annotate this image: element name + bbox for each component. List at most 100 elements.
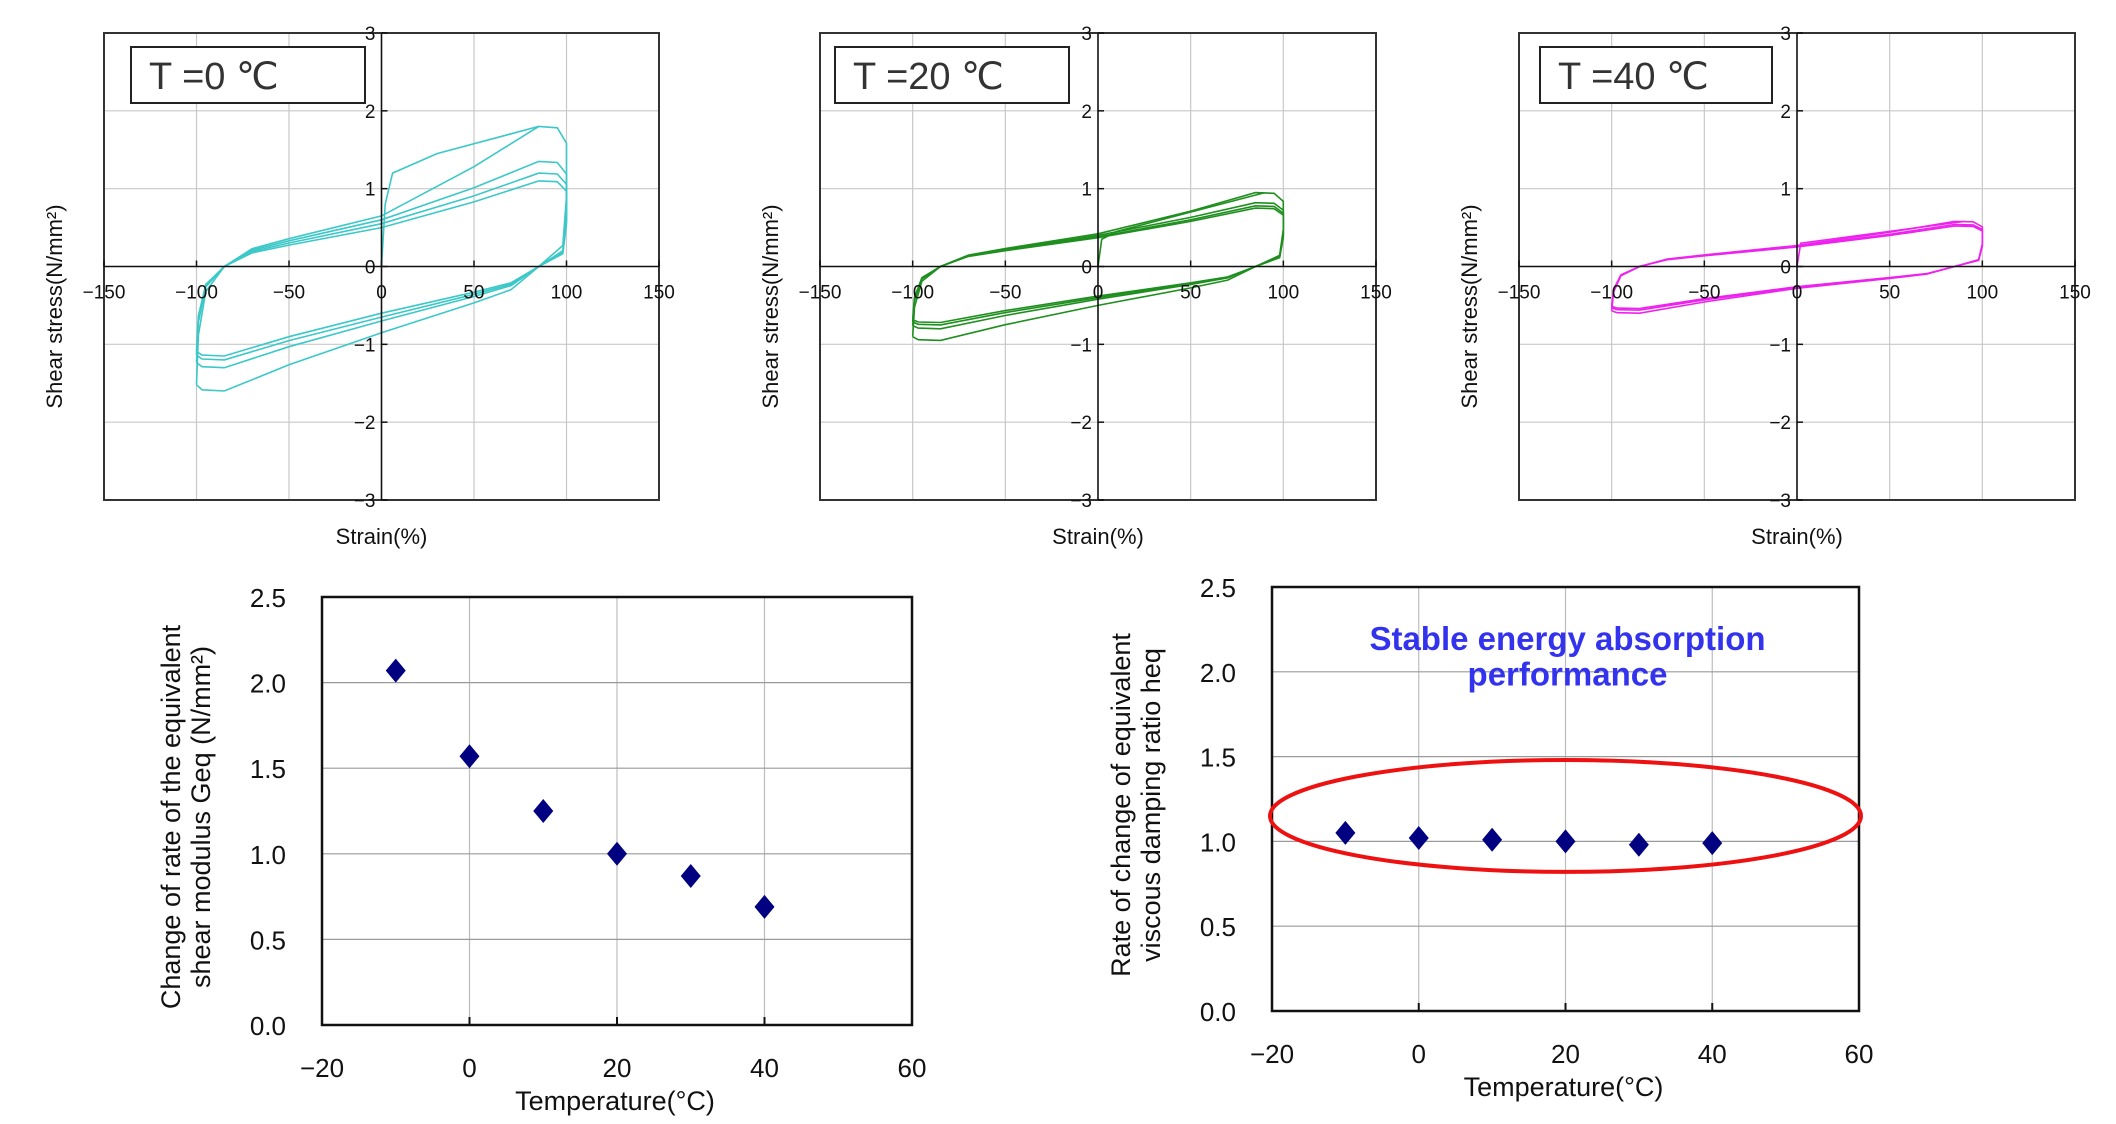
y-tick-label: 0.5	[1200, 912, 1236, 942]
temperature-label-box	[834, 46, 1070, 104]
data-point-diamond	[533, 799, 554, 823]
y-axis-label-line2: viscous damping ratio heq	[1136, 648, 1166, 962]
x-tick-label: 100	[551, 283, 583, 304]
y-tick-label: −1	[1769, 335, 1791, 356]
initial-loading-curve	[1097, 191, 1266, 267]
axes	[819, 32, 1377, 501]
x-tick-label: −50	[1688, 283, 1720, 304]
x-tick-label: −150	[83, 283, 126, 304]
hysteresis-loop	[1610, 225, 1984, 310]
y-tick-label: −2	[354, 413, 376, 434]
y-tick-label: 2.0	[250, 669, 286, 699]
x-axis-label: Strain(%)	[1052, 524, 1144, 549]
y-tick-label: 3	[1780, 24, 1791, 45]
y-tick-label: 1.0	[250, 840, 286, 870]
x-axis-label: Temperature(°C)	[1464, 1072, 1664, 1102]
hysteresis-loop	[911, 207, 1285, 324]
x-tick-labels: −150 −100 −50 0 50 100 150	[799, 283, 1392, 304]
x-tick-label: −100	[1590, 283, 1633, 304]
y-tick-label: 1	[1081, 180, 1092, 201]
x-tick-label: 20	[603, 1053, 632, 1083]
y-tick-label: 2	[365, 102, 376, 123]
data-point-diamond	[1702, 831, 1723, 856]
x-tick-labels: −150 −100 −50 0 50 100 150	[83, 283, 675, 304]
y-axis-label: Shear stress(N/mm²)	[758, 204, 783, 408]
y-tick-label: 2	[1780, 102, 1791, 123]
temperature-label: T =20 ℃	[853, 56, 1004, 98]
y-axis-label: Shear stress(N/mm²)	[1457, 204, 1482, 408]
x-tick-label: 40	[750, 1053, 779, 1083]
x-tick-label: 150	[2059, 283, 2091, 304]
y-tick-labels: 2.5 2.0 1.5 1.0 0.5 0.0	[1200, 573, 1236, 1027]
data-point-diamond	[754, 894, 775, 919]
x-tick-label: 60	[898, 1053, 927, 1083]
x-tick-label: −100	[175, 283, 218, 304]
y-axis-label-line2: shear modulus Geq (N/mm²)	[186, 646, 216, 988]
axes	[1518, 32, 2076, 501]
y-tick-label: 0	[1780, 258, 1791, 279]
axes	[103, 32, 660, 501]
y-tick-label: 0	[365, 258, 376, 279]
x-axis-label: Strain(%)	[336, 524, 428, 549]
hysteresis-curves	[1610, 220, 1984, 315]
grid	[322, 597, 912, 1025]
y-tick-label: 2.5	[1200, 573, 1236, 603]
y-tick-label: 1.5	[1200, 743, 1236, 773]
data-point-diamond	[1408, 826, 1429, 851]
y-tick-label: 0.0	[250, 1011, 286, 1041]
x-tick-label: −20	[300, 1053, 344, 1083]
axis-ticks	[321, 1017, 913, 1025]
y-axis-label-line1: Change of rate of the equivalent	[156, 624, 186, 1009]
x-tick-label: 150	[1360, 283, 1392, 304]
x-tick-label: 50	[1180, 283, 1201, 304]
x-tick-label: 150	[643, 283, 675, 304]
x-tick-labels: −20 0 20 40 60	[1250, 1039, 1874, 1069]
x-tick-label: 20	[1551, 1039, 1580, 1069]
x-tick-label: 0	[376, 283, 387, 304]
data-point-diamond	[680, 864, 701, 889]
x-tick-label: −50	[273, 283, 305, 304]
x-axis-label: Strain(%)	[1751, 524, 1843, 549]
initial-loading-curve	[1796, 220, 1964, 267]
y-tick-label: −3	[1070, 491, 1092, 512]
x-tick-label: −100	[891, 283, 934, 304]
y-tick-label: −3	[1769, 491, 1791, 512]
data-point-diamond	[1482, 827, 1503, 852]
data-points	[1335, 820, 1723, 857]
x-axis-label: Temperature(°C)	[515, 1086, 715, 1116]
y-tick-label: 3	[1081, 24, 1092, 45]
x-tick-label: 50	[463, 283, 484, 304]
x-tick-labels: −150 −100 −50 0 50 100 150	[1498, 283, 2091, 304]
y-tick-label: 2.5	[250, 583, 286, 613]
x-tick-label: −150	[799, 283, 842, 304]
y-tick-label: 0.5	[250, 925, 286, 955]
y-tick-label: −3	[354, 491, 376, 512]
x-tick-label: 100	[1966, 283, 1998, 304]
x-tick-label: 0	[1412, 1039, 1426, 1069]
x-tick-labels: −20 0 20 40 60	[300, 1053, 927, 1083]
y-tick-label: −2	[1070, 413, 1092, 434]
y-tick-label: 1.0	[1200, 827, 1236, 857]
y-tick-label: 3	[365, 24, 376, 45]
x-tick-label: −20	[1250, 1039, 1294, 1069]
y-tick-label: 1.5	[250, 754, 286, 784]
annotation-line1: Stable energy absorption	[1369, 620, 1765, 657]
hysteresis-loop	[195, 180, 568, 357]
grid	[1272, 587, 1859, 1011]
data-point-diamond	[459, 744, 480, 769]
highlight-ellipse	[1268, 757, 1863, 874]
x-tick-label: 0	[1093, 283, 1104, 304]
x-tick-label: 40	[1698, 1039, 1727, 1069]
temperature-label-box	[130, 46, 366, 104]
x-tick-label: −50	[989, 283, 1021, 304]
y-tick-label: −1	[1070, 335, 1092, 356]
data-point-diamond	[385, 658, 406, 683]
temperature-label: T =0 ℃	[149, 56, 279, 98]
y-tick-label: 1	[1780, 180, 1791, 201]
shear-modulus-scatter-chart: −20 0 20 40 60 2.5 2.0 1.5 1.0 0.5 0.0 Temperatur…	[156, 583, 926, 1116]
y-tick-label: 2.0	[1200, 658, 1236, 688]
y-tick-labels: 2.5 2.0 1.5 1.0 0.5 0.0	[250, 583, 286, 1041]
y-axis-label-line1: Rate of change of equivalent	[1106, 633, 1136, 977]
